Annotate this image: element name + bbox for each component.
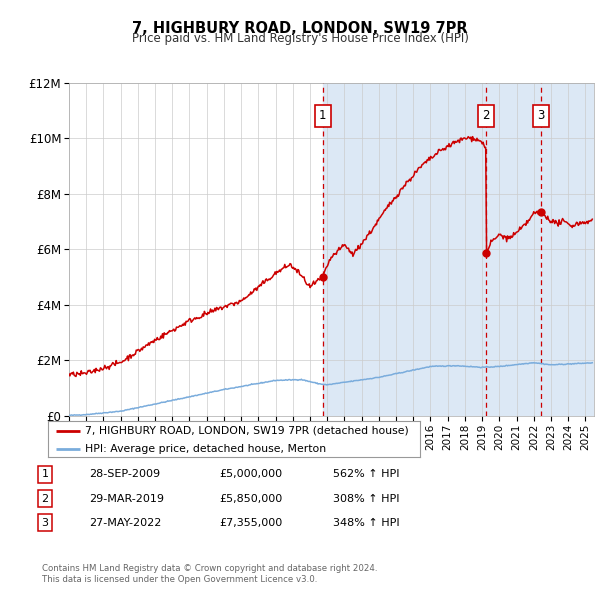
Text: 1: 1 <box>41 470 49 479</box>
Bar <box>323 83 594 416</box>
Text: 348% ↑ HPI: 348% ↑ HPI <box>333 518 400 527</box>
Text: 7, HIGHBURY ROAD, LONDON, SW19 7PR: 7, HIGHBURY ROAD, LONDON, SW19 7PR <box>132 21 468 35</box>
Text: 3: 3 <box>41 518 49 527</box>
Text: £7,355,000: £7,355,000 <box>219 518 282 527</box>
Text: 29-MAR-2019: 29-MAR-2019 <box>89 494 164 503</box>
Text: 308% ↑ HPI: 308% ↑ HPI <box>333 494 400 503</box>
Text: 2: 2 <box>41 494 49 503</box>
Text: 562% ↑ HPI: 562% ↑ HPI <box>333 470 400 479</box>
Text: Contains HM Land Registry data © Crown copyright and database right 2024.: Contains HM Land Registry data © Crown c… <box>42 565 377 573</box>
Text: Price paid vs. HM Land Registry's House Price Index (HPI): Price paid vs. HM Land Registry's House … <box>131 32 469 45</box>
Text: 1: 1 <box>319 109 326 123</box>
Text: 28-SEP-2009: 28-SEP-2009 <box>89 470 160 479</box>
Text: This data is licensed under the Open Government Licence v3.0.: This data is licensed under the Open Gov… <box>42 575 317 584</box>
Text: HPI: Average price, detached house, Merton: HPI: Average price, detached house, Mert… <box>85 444 326 454</box>
Text: £5,850,000: £5,850,000 <box>219 494 282 503</box>
Text: 27-MAY-2022: 27-MAY-2022 <box>89 518 161 527</box>
Text: 7, HIGHBURY ROAD, LONDON, SW19 7PR (detached house): 7, HIGHBURY ROAD, LONDON, SW19 7PR (deta… <box>85 425 409 435</box>
Text: 3: 3 <box>537 109 545 123</box>
Text: £5,000,000: £5,000,000 <box>219 470 282 479</box>
Text: 2: 2 <box>482 109 490 123</box>
